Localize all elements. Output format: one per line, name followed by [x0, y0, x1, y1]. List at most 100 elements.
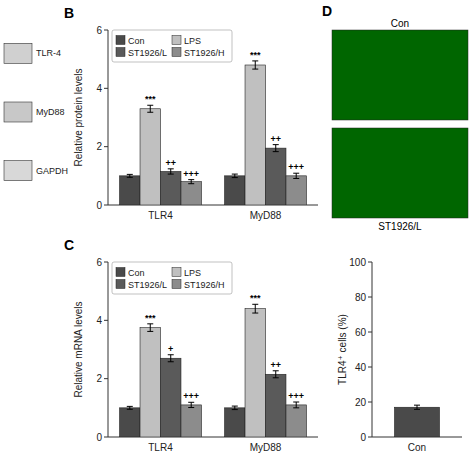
legend-swatch: [172, 280, 181, 289]
error-cap: [252, 313, 258, 314]
error-bar: [252, 304, 258, 313]
bar: [245, 65, 265, 205]
y-tick-label: 0: [360, 432, 366, 443]
y-axis: [372, 262, 373, 437]
y-tick-label: 20: [355, 397, 367, 408]
y-tick-label: 6: [96, 25, 102, 36]
error-cap: [252, 69, 258, 70]
error-bar: [252, 61, 258, 69]
y-tick: [368, 262, 372, 263]
y-tick: [104, 262, 108, 263]
x-tick-label: Con: [408, 442, 426, 453]
x-tick-label: TLR4: [148, 210, 173, 221]
error-cap: [293, 173, 299, 174]
error-bar: [188, 180, 194, 184]
significance-label: ***: [250, 50, 261, 60]
error-cap: [147, 331, 153, 332]
significance-label: +++: [183, 169, 199, 179]
bar: [120, 408, 140, 437]
error-cap: [232, 406, 238, 407]
bar: [181, 182, 201, 205]
error-bar: [127, 406, 133, 409]
y-axis-label: Relative mRNA levels: [73, 301, 84, 397]
error-line: [417, 405, 418, 409]
blot-label: MyD88: [36, 107, 65, 117]
error-line: [275, 145, 276, 152]
error-line: [275, 371, 276, 378]
error-cap: [293, 402, 299, 403]
error-bar: [414, 405, 420, 409]
y-tick: [104, 437, 108, 438]
error-line: [255, 304, 256, 313]
blot-band: [4, 43, 32, 63]
significance-label: +++: [183, 391, 199, 401]
bar-chart: 020406080100ConTLR4⁺ cells (%): [337, 257, 462, 454]
western-blot: TLR-4 MyD88 GAPDH: [4, 43, 68, 180]
error-bar: [232, 174, 238, 178]
error-cap: [127, 177, 133, 178]
significance-label: ++: [270, 134, 281, 144]
blot-label: GAPDH: [36, 166, 68, 176]
legend-label: Con: [128, 36, 145, 46]
legend-swatch: [116, 48, 125, 57]
error-cap: [252, 60, 258, 61]
blot-label: TLR-4: [36, 48, 61, 58]
legend-label: ST1926/L: [128, 48, 167, 58]
error-cap: [127, 174, 133, 175]
y-tick: [104, 205, 108, 206]
legend-swatch: [116, 36, 125, 45]
y-tick-label: 4: [96, 83, 102, 94]
error-cap: [168, 361, 174, 362]
error-bar: [147, 105, 153, 112]
error-line: [255, 61, 256, 69]
bar: [286, 405, 306, 437]
legend-swatch: [172, 36, 181, 45]
error-bar: [273, 145, 279, 152]
y-tick-label: 0: [96, 200, 102, 211]
error-cap: [188, 402, 194, 403]
y-tick-label: 80: [355, 292, 367, 303]
error-cap: [273, 151, 279, 152]
error-bar: [232, 406, 238, 410]
error-cap: [168, 174, 174, 175]
error-bar: [293, 402, 299, 408]
bar: [225, 408, 245, 437]
error-cap: [232, 174, 238, 175]
bar: [395, 407, 440, 437]
y-tick: [104, 320, 108, 321]
y-tick: [368, 402, 372, 403]
error-cap: [127, 406, 133, 407]
error-cap: [188, 183, 194, 184]
y-tick: [368, 297, 372, 298]
error-cap: [414, 409, 420, 410]
y-tick: [368, 332, 372, 333]
y-tick-label: 2: [96, 373, 102, 384]
significance-label: ++: [165, 158, 176, 168]
y-axis: [108, 262, 109, 437]
bar: [245, 309, 265, 437]
y-tick-label: 4: [96, 315, 102, 326]
error-line: [170, 355, 171, 362]
y-axis: [108, 30, 109, 205]
error-cap: [232, 177, 238, 178]
significance-label: ***: [145, 313, 156, 323]
micrograph: [332, 128, 468, 218]
error-cap: [232, 409, 238, 410]
error-cap: [168, 354, 174, 355]
error-cap: [293, 178, 299, 179]
significance-label: ***: [250, 293, 261, 303]
legend-frame: [112, 30, 232, 62]
bar: [161, 171, 181, 205]
blot-band: [4, 161, 32, 181]
y-tick: [104, 30, 108, 31]
error-bar: [168, 169, 174, 174]
significance-label: +++: [288, 391, 304, 401]
panel-letter: C: [64, 237, 74, 253]
bar: [286, 176, 306, 205]
error-cap: [127, 409, 133, 410]
y-tick-label: 2: [96, 141, 102, 152]
bar: [266, 374, 286, 437]
error-bar: [188, 402, 194, 407]
bar: [225, 176, 245, 205]
error-cap: [273, 144, 279, 145]
